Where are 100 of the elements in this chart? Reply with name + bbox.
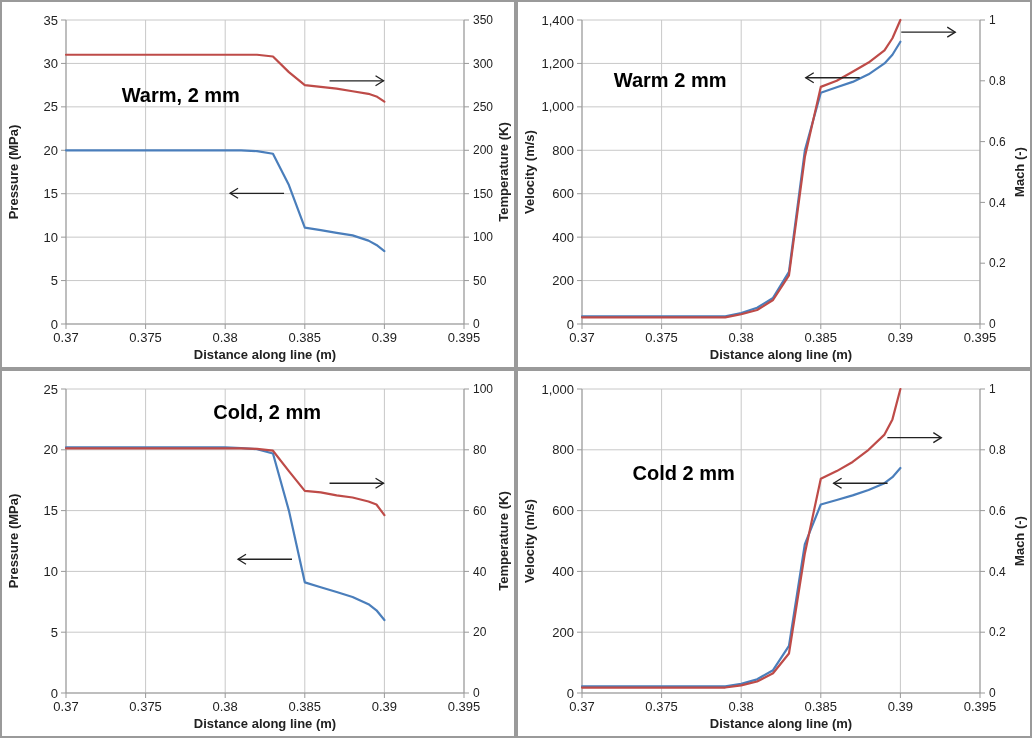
y-axis-title: Pressure (MPa) — [6, 493, 21, 589]
y2-axis-title: Mach (-) — [1012, 147, 1027, 197]
y-tick-label: 5 — [50, 273, 58, 289]
x-tick-label: 0.375 — [129, 330, 162, 345]
y2-tick-label: 20 — [473, 625, 487, 640]
y-tick-label: 0 — [50, 316, 58, 332]
y-axis-title: Velocity (m/s) — [522, 499, 537, 583]
text: Warm, 2 mm — [121, 84, 240, 107]
y2-tick-label: 0.6 — [989, 503, 1007, 518]
y2-tick-label: 1 — [989, 13, 996, 28]
line-series — [64, 149, 386, 253]
x-tick-label: 0.395 — [447, 699, 481, 714]
y-tick-label: 800 — [552, 442, 574, 458]
y-tick-label: 30 — [43, 55, 58, 71]
line-series — [64, 447, 386, 517]
y-tick-label: 800 — [552, 142, 574, 158]
y-tick-label: 400 — [552, 563, 574, 579]
y-axis-title: Velocity (m/s) — [522, 130, 537, 214]
y2-tick-label: 200 — [473, 143, 494, 158]
y-tick-label: 20 — [43, 442, 58, 458]
y2-tick-label: 0.2 — [989, 625, 1007, 640]
y-tick-label: 25 — [43, 99, 58, 115]
x-tick-label: 0.395 — [963, 330, 997, 345]
text: Cold 2 mm — [632, 462, 735, 485]
y2-tick-label: 300 — [473, 56, 494, 71]
y-tick-label: 0 — [566, 685, 574, 701]
y2-tick-label: 50 — [473, 273, 487, 288]
x-axis-title: Distance along line (m) — [193, 716, 337, 731]
y2-axis-title: Mach (-) — [1012, 516, 1027, 566]
y2-tick-label: 0.8 — [989, 74, 1007, 88]
y2-tick-label: 60 — [473, 503, 487, 518]
y-tick-label: 0 — [566, 316, 574, 332]
y-tick-label: 1,400 — [541, 12, 574, 28]
y-tick-label: 200 — [552, 624, 574, 640]
line-series — [580, 387, 902, 689]
y-tick-label: 15 — [43, 186, 58, 202]
x-tick-label: 0.39 — [371, 330, 398, 345]
y-tick-label: 25 — [43, 381, 58, 397]
y-tick-label: 5 — [50, 624, 58, 640]
x-tick-label: 0.375 — [645, 330, 678, 345]
x-tick-label: 0.395 — [447, 330, 481, 345]
y-tick-label: 400 — [552, 229, 574, 245]
y2-tick-label: 250 — [473, 100, 494, 115]
y2-tick-label: 80 — [473, 443, 487, 457]
x-tick-label: 0.37 — [569, 699, 595, 714]
y2-tick-label: 40 — [473, 564, 487, 579]
y-tick-label: 1,000 — [541, 99, 574, 115]
x-tick-label: 0.375 — [129, 699, 162, 714]
y2-tick-label: 0 — [989, 317, 996, 332]
y-tick-label: 0 — [50, 685, 58, 701]
y2-tick-label: 0 — [989, 686, 996, 701]
x-tick-label: 0.385 — [804, 699, 838, 714]
y2-tick-label: 0.4 — [989, 564, 1007, 579]
y2-tick-label: 150 — [473, 186, 494, 201]
x-axis-title: Distance along line (m) — [193, 347, 337, 362]
x-tick-label: 0.385 — [288, 699, 322, 714]
y-tick-label: 200 — [552, 273, 574, 289]
y-tick-label: 20 — [43, 142, 58, 158]
x-tick-label: 0.39 — [887, 330, 914, 345]
x-tick-label: 0.375 — [645, 699, 678, 714]
x-tick-label: 0.37 — [53, 699, 79, 714]
x-tick-label: 0.39 — [887, 699, 914, 714]
y2-axis-title: Temperature (K) — [496, 491, 511, 591]
x-tick-label: 0.39 — [371, 699, 398, 714]
x-axis-title: Distance along line (m) — [709, 347, 853, 362]
x-tick-label: 0.38 — [728, 330, 754, 345]
x-tick-label: 0.38 — [728, 699, 754, 714]
x-tick-label: 0.37 — [53, 330, 79, 345]
y-tick-label: 600 — [552, 503, 574, 519]
y2-tick-label: 0.6 — [989, 134, 1007, 149]
y2-tick-label: 1 — [989, 382, 996, 397]
text: Warm 2 mm — [613, 68, 727, 91]
y-tick-label: 15 — [43, 503, 58, 519]
y2-tick-label: 0.8 — [989, 443, 1007, 457]
x-tick-label: 0.395 — [963, 699, 997, 714]
text: Cold, 2 mm — [213, 401, 322, 424]
y-tick-label: 35 — [43, 12, 58, 28]
x-tick-label: 0.385 — [288, 330, 322, 345]
y2-tick-label: 100 — [473, 382, 494, 397]
line-series — [64, 53, 386, 103]
x-tick-label: 0.38 — [212, 330, 238, 345]
x-axis-title: Distance along line (m) — [709, 716, 853, 731]
y2-tick-label: 350 — [473, 13, 494, 28]
y2-tick-label: 0.2 — [989, 256, 1007, 271]
x-tick-label: 0.385 — [804, 330, 838, 345]
y-tick-label: 10 — [43, 563, 58, 579]
y2-tick-label: 0 — [473, 317, 480, 332]
y2-axis-title: Temperature (K) — [496, 122, 511, 222]
y-tick-label: 1,000 — [541, 381, 574, 397]
x-tick-label: 0.37 — [569, 330, 595, 345]
x-tick-label: 0.38 — [212, 699, 238, 714]
y2-tick-label: 0 — [473, 686, 480, 701]
line-series — [580, 466, 902, 688]
y-tick-label: 1,200 — [541, 55, 574, 71]
line-series — [64, 446, 386, 622]
y-tick-label: 600 — [552, 186, 574, 202]
y2-tick-label: 100 — [473, 230, 494, 245]
y-axis-title: Pressure (MPa) — [6, 124, 21, 220]
y-tick-label: 10 — [43, 229, 58, 245]
y2-tick-label: 0.4 — [989, 195, 1007, 210]
